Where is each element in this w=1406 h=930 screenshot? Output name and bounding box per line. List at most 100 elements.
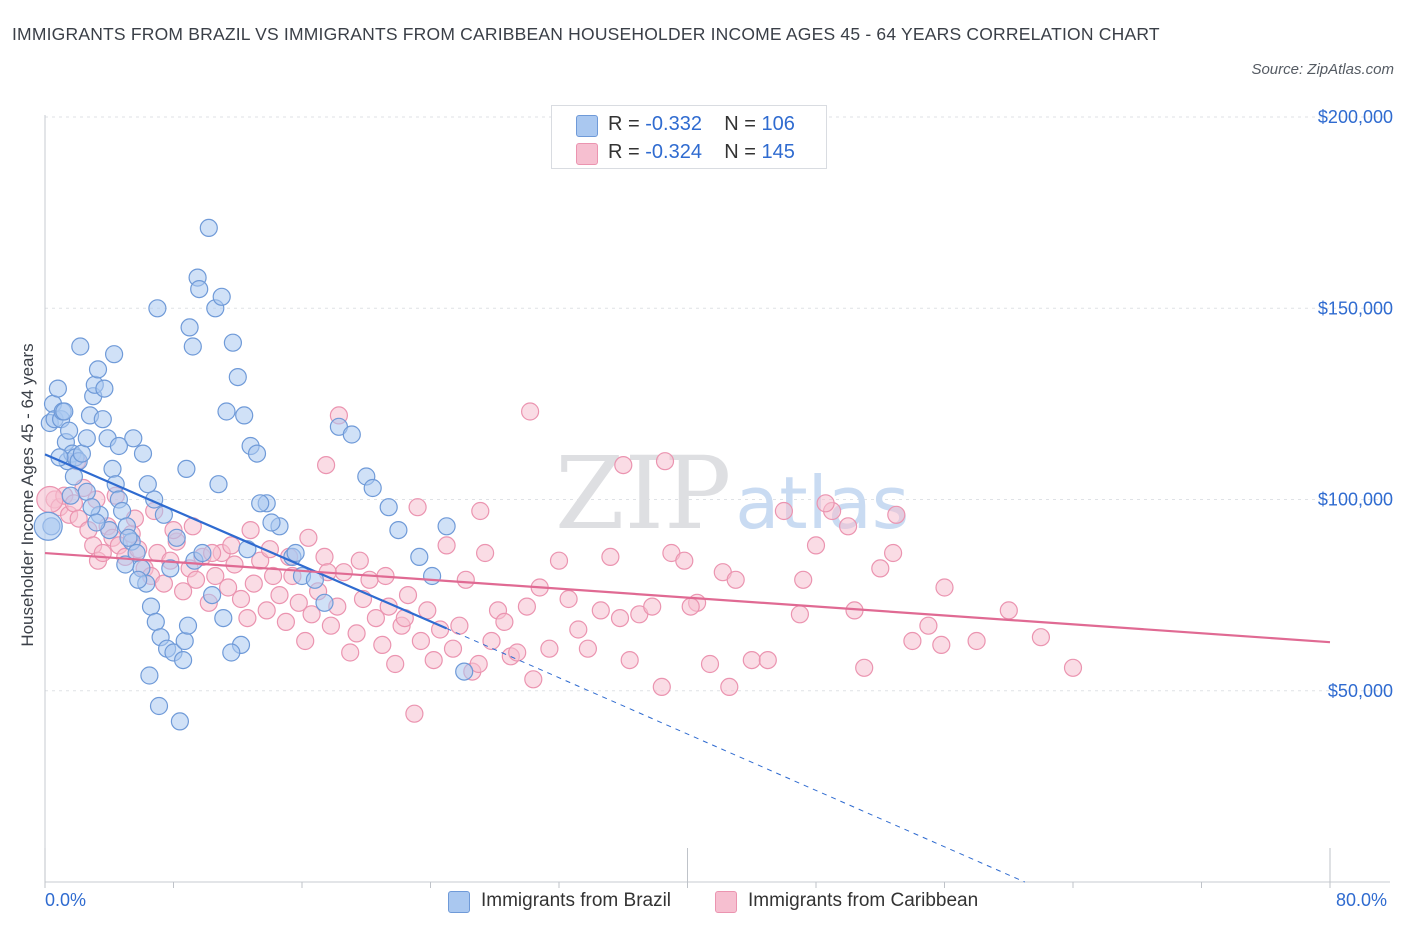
series-brazil-points bbox=[33, 218, 474, 731]
data-point bbox=[222, 536, 241, 555]
data-point bbox=[883, 543, 903, 563]
data-point bbox=[1063, 658, 1083, 677]
data-point bbox=[235, 406, 254, 425]
data-point bbox=[341, 643, 360, 662]
caribbean-swatch bbox=[576, 143, 598, 165]
data-point bbox=[363, 478, 382, 498]
data-point bbox=[903, 631, 922, 651]
data-point bbox=[652, 677, 671, 697]
y-tick-label: $100,000 bbox=[1318, 490, 1393, 510]
data-point bbox=[315, 547, 334, 567]
data-point bbox=[520, 402, 540, 421]
data-point bbox=[517, 597, 537, 616]
data-point bbox=[559, 589, 578, 609]
legend-item-label: Immigrants from Caribbean bbox=[748, 890, 979, 911]
r-label: R = bbox=[608, 141, 646, 163]
y-tick-labels: $50,000 $100,000 $150,000 $200,000 bbox=[1318, 107, 1393, 701]
data-point bbox=[214, 608, 233, 628]
data-point bbox=[133, 444, 153, 463]
data-point bbox=[61, 486, 80, 505]
data-point bbox=[450, 616, 469, 635]
data-point bbox=[270, 585, 289, 605]
data-point bbox=[251, 494, 270, 513]
y-tick-label: $200,000 bbox=[1318, 107, 1393, 127]
data-point bbox=[838, 517, 858, 536]
data-point bbox=[655, 452, 675, 471]
data-point bbox=[389, 520, 408, 540]
data-point bbox=[174, 582, 193, 601]
data-point bbox=[95, 379, 114, 398]
brazil-swatch bbox=[576, 115, 598, 137]
data-point bbox=[231, 589, 251, 609]
legend-item-label: Immigrants from Brazil bbox=[481, 890, 672, 911]
data-point bbox=[508, 643, 527, 662]
data-point bbox=[437, 517, 456, 536]
data-point bbox=[476, 543, 495, 563]
data-point bbox=[167, 528, 186, 547]
data-point bbox=[455, 662, 474, 681]
data-point bbox=[675, 551, 694, 570]
data-point bbox=[334, 563, 353, 582]
x-axis-min-label: 0.0% bbox=[45, 890, 87, 910]
data-point bbox=[360, 570, 379, 589]
data-point bbox=[794, 570, 813, 589]
data-point bbox=[154, 574, 173, 593]
data-point bbox=[317, 456, 336, 475]
data-point bbox=[967, 631, 986, 651]
data-point bbox=[774, 501, 794, 521]
legend-label: R = -0.332 N = 106 bbox=[608, 113, 795, 136]
data-point bbox=[681, 597, 700, 616]
r-value: -0.332 bbox=[645, 113, 702, 135]
data-point bbox=[55, 402, 74, 421]
n-value: 106 bbox=[761, 113, 795, 135]
data-point bbox=[175, 631, 194, 651]
data-point bbox=[264, 566, 283, 586]
data-point bbox=[161, 559, 180, 578]
data-point bbox=[222, 643, 241, 662]
data-point bbox=[190, 280, 209, 299]
data-point bbox=[72, 444, 92, 463]
data-point bbox=[289, 593, 308, 612]
data-point bbox=[816, 494, 835, 513]
data-point bbox=[174, 650, 193, 670]
data-point bbox=[228, 368, 247, 387]
data-point bbox=[405, 704, 424, 723]
data-point bbox=[742, 650, 761, 670]
data-point bbox=[1031, 628, 1051, 647]
data-point bbox=[247, 444, 267, 463]
data-point bbox=[104, 345, 124, 364]
legend-label: R = -0.324 N = 145 bbox=[608, 141, 795, 164]
data-point bbox=[149, 696, 169, 716]
data-point bbox=[932, 635, 951, 655]
n-label: N = bbox=[724, 141, 762, 163]
data-point bbox=[88, 360, 108, 379]
n-value: 145 bbox=[761, 141, 795, 163]
data-point bbox=[398, 585, 418, 605]
data-point bbox=[177, 459, 196, 478]
source-credit: Source: ZipAtlas.com bbox=[1251, 61, 1394, 78]
data-point bbox=[720, 677, 739, 697]
data-point bbox=[36, 485, 64, 514]
data-point bbox=[620, 650, 639, 670]
data-point bbox=[315, 593, 334, 612]
data-point bbox=[193, 543, 212, 563]
r-value: -0.324 bbox=[645, 141, 702, 163]
data-point bbox=[999, 601, 1018, 620]
data-point bbox=[48, 379, 68, 398]
data-point bbox=[77, 429, 96, 448]
data-point bbox=[540, 639, 559, 658]
data-point bbox=[109, 436, 129, 456]
data-point bbox=[129, 570, 148, 589]
data-point bbox=[87, 513, 106, 532]
data-point bbox=[855, 658, 874, 677]
data-point bbox=[919, 616, 938, 635]
data-point bbox=[77, 482, 96, 501]
data-point bbox=[33, 511, 63, 541]
watermark-zip: ZIP bbox=[555, 435, 731, 552]
data-point bbox=[437, 536, 456, 555]
data-point bbox=[82, 498, 101, 517]
data-point bbox=[482, 631, 501, 651]
data-point bbox=[178, 616, 198, 635]
data-point bbox=[342, 425, 361, 444]
data-point bbox=[643, 597, 662, 616]
